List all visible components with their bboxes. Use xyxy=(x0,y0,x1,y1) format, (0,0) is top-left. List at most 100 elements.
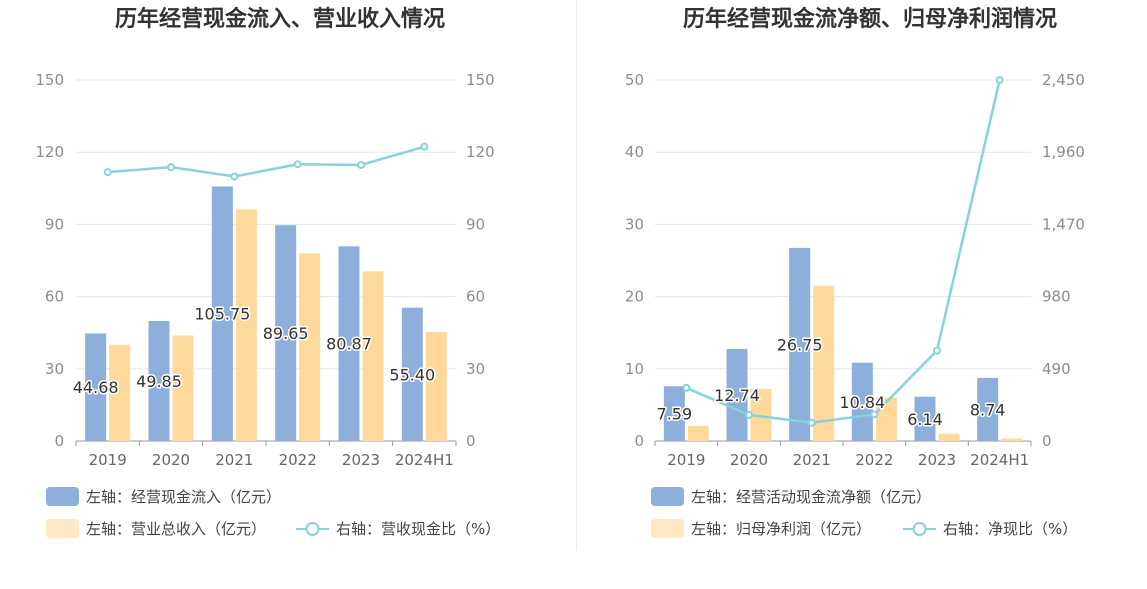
left-axis-tick: 0 xyxy=(54,432,64,450)
data-label: 12.74 xyxy=(714,386,760,405)
data-label: 10.84 xyxy=(839,393,885,412)
x-axis-tick: 2024H1 xyxy=(395,451,454,469)
line-point xyxy=(933,346,941,355)
line-point xyxy=(995,76,1004,84)
line-point xyxy=(293,160,302,169)
legend-label: 左轴：经营活动现金流净额（亿元） xyxy=(691,488,931,506)
bar-series-2 xyxy=(938,433,960,441)
bar-series-2 xyxy=(750,389,772,441)
x-axis-tick: 2019 xyxy=(667,451,705,469)
legend-swatch xyxy=(651,519,684,538)
data-label: 89.65 xyxy=(263,324,309,343)
x-axis-tick: 2023 xyxy=(918,451,956,469)
bar-series-1 xyxy=(977,377,999,441)
chart-group: 历年经营现金流净额、归母净利润情况 0 10 20 30 40 50 0 490 980 1,470… xyxy=(625,6,1085,538)
chart-panel-cash-inflow: 历年经营现金流入、营业收入情况 0 30 60 90 120 150 0 30 60 90 120 15… xyxy=(35,6,500,538)
panel-divider xyxy=(576,0,577,550)
line-point xyxy=(745,410,753,419)
x-axis-tick: 2020 xyxy=(152,451,190,469)
right-axis-tick: 2,450 xyxy=(1042,71,1085,89)
bar-series-2 xyxy=(813,285,835,441)
bar-series-2 xyxy=(172,335,194,441)
line-point xyxy=(103,168,112,177)
line-point xyxy=(870,410,879,419)
legend-label: 右轴：营收现金比（%） xyxy=(336,520,500,538)
line-point xyxy=(420,142,429,151)
bar-series-2 xyxy=(425,331,447,441)
right-axis-tick: 1,470 xyxy=(1042,215,1085,233)
right-axis-tick: 0 xyxy=(466,432,476,450)
bar-series-1 xyxy=(211,186,233,441)
line-series xyxy=(107,145,425,178)
bar-series-1 xyxy=(789,247,811,441)
legend-label: 左轴：经营现金流入（亿元） xyxy=(86,488,281,506)
line-point xyxy=(357,160,365,169)
data-label: 7.59 xyxy=(657,405,693,424)
right-axis-tick: 90 xyxy=(466,215,485,233)
legend-marker xyxy=(912,522,927,536)
chart-title: 历年经营现金流入、营业收入情况 xyxy=(115,6,445,32)
legend-swatch xyxy=(651,487,684,506)
left-axis-tick: 0 xyxy=(634,432,644,450)
chart-cash-inflow-revenue: 历年经营现金流入、营业收入情况 0 30 60 90 120 150 0 30 60 90 120 15… xyxy=(35,6,500,538)
right-axis-tick: 0 xyxy=(1042,432,1052,450)
data-label: 105.75 xyxy=(194,305,250,324)
bar-series-2 xyxy=(109,344,131,441)
x-axis-tick: 2021 xyxy=(793,451,831,469)
x-axis-tick: 2020 xyxy=(730,451,768,469)
x-axis-tick: 2022 xyxy=(279,451,317,469)
data-label: 6.14 xyxy=(907,410,943,429)
line-point xyxy=(167,163,175,172)
legend-label: 右轴：净现比（%） xyxy=(943,520,1077,538)
left-axis-tick: 90 xyxy=(45,215,64,233)
bar-series-1 xyxy=(663,386,685,441)
line-point xyxy=(230,172,239,181)
x-axis-tick: 2024H1 xyxy=(970,451,1029,469)
legend-swatch xyxy=(46,519,79,538)
bar-series-2 xyxy=(362,271,384,441)
left-axis-tick: 50 xyxy=(625,71,644,89)
bar-series-1 xyxy=(85,333,107,441)
legend-swatch xyxy=(46,487,79,506)
bar-series-1 xyxy=(148,321,170,441)
left-axis-tick: 20 xyxy=(625,288,644,306)
legend-label: 左轴：营业总收入（亿元） xyxy=(86,520,266,538)
data-label: 55.40 xyxy=(389,365,435,384)
right-axis-tick: 120 xyxy=(466,143,495,161)
data-label: 44.68 xyxy=(73,378,119,397)
bar-series-1 xyxy=(726,349,748,441)
data-label: 80.87 xyxy=(326,335,372,354)
x-axis-tick: 2019 xyxy=(89,451,127,469)
x-axis-tick: 2023 xyxy=(342,451,380,469)
bar-series-2 xyxy=(299,253,321,441)
right-axis-tick: 1,960 xyxy=(1042,143,1085,161)
line-point xyxy=(682,383,691,392)
x-axis-tick: 2022 xyxy=(855,451,893,469)
bar-series-1 xyxy=(851,362,873,441)
right-axis-tick: 980 xyxy=(1042,288,1071,306)
right-axis-tick: 30 xyxy=(466,360,485,378)
bar-series-2 xyxy=(1001,438,1023,441)
chart-net-cash-profit: 历年经营现金流净额、归母净利润情况 0 10 20 30 40 50 0 490 980 1,470… xyxy=(625,6,1085,538)
legend-label: 左轴：归母净利润（亿元） xyxy=(691,520,871,538)
x-axis-tick: 2021 xyxy=(215,451,253,469)
chart-group: 历年经营现金流入、营业收入情况 0 30 60 90 120 150 0 30 60 90 120 15… xyxy=(35,6,500,538)
line-point xyxy=(807,418,816,427)
line-series xyxy=(685,79,1001,424)
left-axis-tick: 40 xyxy=(625,143,644,161)
chart-panel-net-cash: 历年经营现金流净额、归母净利润情况 0 10 20 30 40 50 0 490 980 1,470… xyxy=(577,0,1147,589)
right-axis-tick: 60 xyxy=(466,288,485,306)
left-axis-tick: 30 xyxy=(625,215,644,233)
left-axis-tick: 120 xyxy=(35,143,64,161)
bar-series-1 xyxy=(275,225,297,441)
bar-series-1 xyxy=(401,307,423,441)
data-label: 26.75 xyxy=(777,335,823,354)
data-label: 49.85 xyxy=(136,372,182,391)
chart-title: 历年经营现金流净额、归母净利润情况 xyxy=(683,6,1057,32)
left-axis-tick: 10 xyxy=(625,360,644,378)
bar-series-1 xyxy=(914,396,936,441)
left-axis-tick: 60 xyxy=(45,288,64,306)
left-axis-tick: 150 xyxy=(35,71,64,89)
legend-marker xyxy=(305,522,320,536)
bar-series-2 xyxy=(235,209,257,441)
